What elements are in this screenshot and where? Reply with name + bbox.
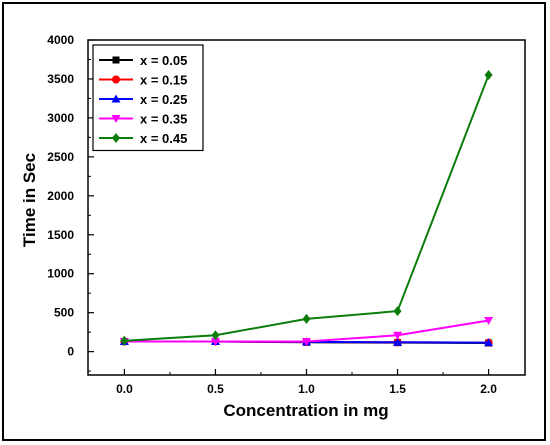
y-tick-label: 2500 <box>47 150 74 164</box>
data-point <box>393 337 403 346</box>
axes: 0 500 1000 1500 2000 2500 3000 3500 4000 0.0 0.5 1.… <box>47 33 526 396</box>
x-tick-label: 1.5 <box>389 382 406 396</box>
legend-item: x = 0.25 <box>99 92 187 107</box>
y-tick-label: 3000 <box>47 111 74 125</box>
legend-marker <box>112 75 120 84</box>
legend-label: x = 0.15 <box>140 73 187 88</box>
data-point <box>484 70 493 81</box>
y-tick-label: 0 <box>67 345 74 359</box>
data-point <box>120 335 129 346</box>
data-point <box>393 306 402 317</box>
legend-label: x = 0.05 <box>140 53 187 68</box>
series-layer <box>119 70 494 347</box>
legend-box <box>92 44 204 152</box>
data-point <box>302 313 311 324</box>
legend-label: x = 0.45 <box>140 131 187 146</box>
data-point <box>302 338 311 346</box>
x-tick-label: 0.0 <box>116 382 133 396</box>
legend: x = 0.05 x = 0.15 x = 0.25 x = 0.35 x = 0.45 <box>92 44 204 152</box>
legend-marker <box>111 115 121 123</box>
legend-label: x = 0.25 <box>140 92 187 107</box>
x-tick-label: 2.0 <box>480 382 497 396</box>
legend-label: x = 0.35 <box>140 112 187 127</box>
y-tick-label: 1500 <box>47 228 74 242</box>
legend-marker <box>112 56 120 64</box>
data-point <box>210 338 220 346</box>
y-tick-label: 4000 <box>47 33 74 47</box>
y-tick-label: 3500 <box>47 72 74 86</box>
legend-marker <box>111 94 121 103</box>
x-axis-label: Concentration in mg <box>223 401 388 420</box>
legend-marker <box>112 133 120 143</box>
x-tick-label: 1.0 <box>298 382 315 396</box>
data-point <box>211 330 220 341</box>
data-point <box>484 338 494 347</box>
legend-item: x = 0.05 <box>99 53 187 68</box>
y-tick-label: 500 <box>54 306 74 320</box>
data-point <box>484 316 494 325</box>
y-tick-label: 1000 <box>47 267 74 281</box>
x-tick-label: 0.5 <box>207 382 224 396</box>
legend-item: x = 0.45 <box>99 131 187 146</box>
series-5 <box>120 70 493 346</box>
y-axis-label: Time in Sec <box>20 153 39 247</box>
y-tick-label: 2000 <box>47 189 74 203</box>
data-point <box>393 331 403 340</box>
legend-item: x = 0.15 <box>99 73 187 88</box>
legend-item: x = 0.35 <box>99 112 187 127</box>
